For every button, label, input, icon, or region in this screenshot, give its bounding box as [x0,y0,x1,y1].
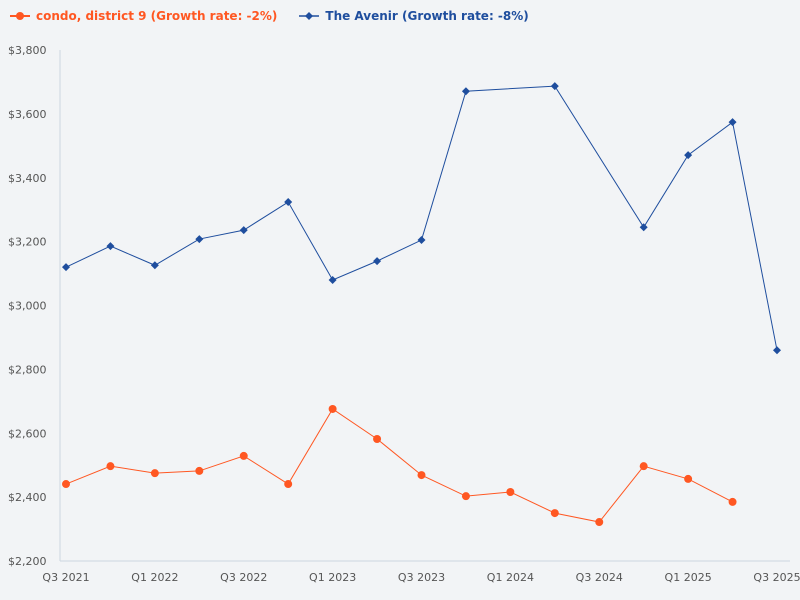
legend-item-avenir[interactable]: The Avenir (Growth rate: -8%) [299,9,529,23]
x-tick-label: Q1 2024 [487,571,534,584]
data-point [239,226,248,235]
y-tick-label: $2,600 [8,427,47,440]
series-line-1 [65,85,778,351]
x-tick-label: Q1 2023 [309,571,356,584]
data-point [773,346,781,355]
data-point [284,198,293,207]
data-point [106,462,115,471]
data-point [373,257,382,266]
circle-marker-icon [10,12,30,20]
data-point [373,434,382,443]
data-point [150,469,159,478]
diamond-marker-icon [299,12,320,20]
data-point [550,82,559,91]
data-point [417,471,426,480]
data-point [328,404,337,413]
y-tick-label: $3,600 [8,108,47,121]
y-tick-label: $3,000 [8,300,47,313]
data-point [550,509,559,518]
y-tick-label: $3,200 [8,236,47,249]
legend-label: condo, district 9 (Growth rate: -2%) [36,9,278,23]
data-point [62,480,70,489]
data-point [239,451,248,460]
data-point [639,223,648,232]
data-point [728,497,737,506]
y-tick-label: $2,400 [8,491,47,504]
data-point [461,87,470,96]
data-point [62,263,70,272]
data-point [684,474,693,483]
data-point [328,275,337,284]
legend-label: The Avenir (Growth rate: -8%) [325,9,529,23]
y-tick-label: $3,800 [8,44,47,57]
data-point [150,261,159,270]
x-tick-label: Q1 2022 [131,571,178,584]
data-point [639,462,648,471]
y-tick-label: $2,200 [8,555,47,568]
data-point [195,466,204,475]
x-tick-label: Q3 2024 [576,571,623,584]
legend-item-condo[interactable]: condo, district 9 (Growth rate: -2%) [10,9,277,23]
data-point [461,492,470,501]
data-point [684,151,693,160]
x-tick-label: Q1 2025 [665,571,712,584]
data-point [195,235,204,244]
series-line-0 [65,408,733,523]
data-point [417,236,426,245]
data-point [506,488,515,497]
x-tick-label: Q3 2023 [398,571,445,584]
legend: condo, district 9 (Growth rate: -2%) The… [10,9,529,23]
data-point [728,118,737,127]
x-tick-label: Q3 2022 [220,571,267,584]
x-tick-label: Q3 2025 [753,571,800,584]
y-tick-label: $3,400 [8,172,47,185]
data-point [284,480,293,489]
data-point [106,242,115,251]
x-tick-label: Q3 2021 [42,571,89,584]
y-tick-label: $2,800 [8,363,47,376]
data-point [595,518,604,527]
